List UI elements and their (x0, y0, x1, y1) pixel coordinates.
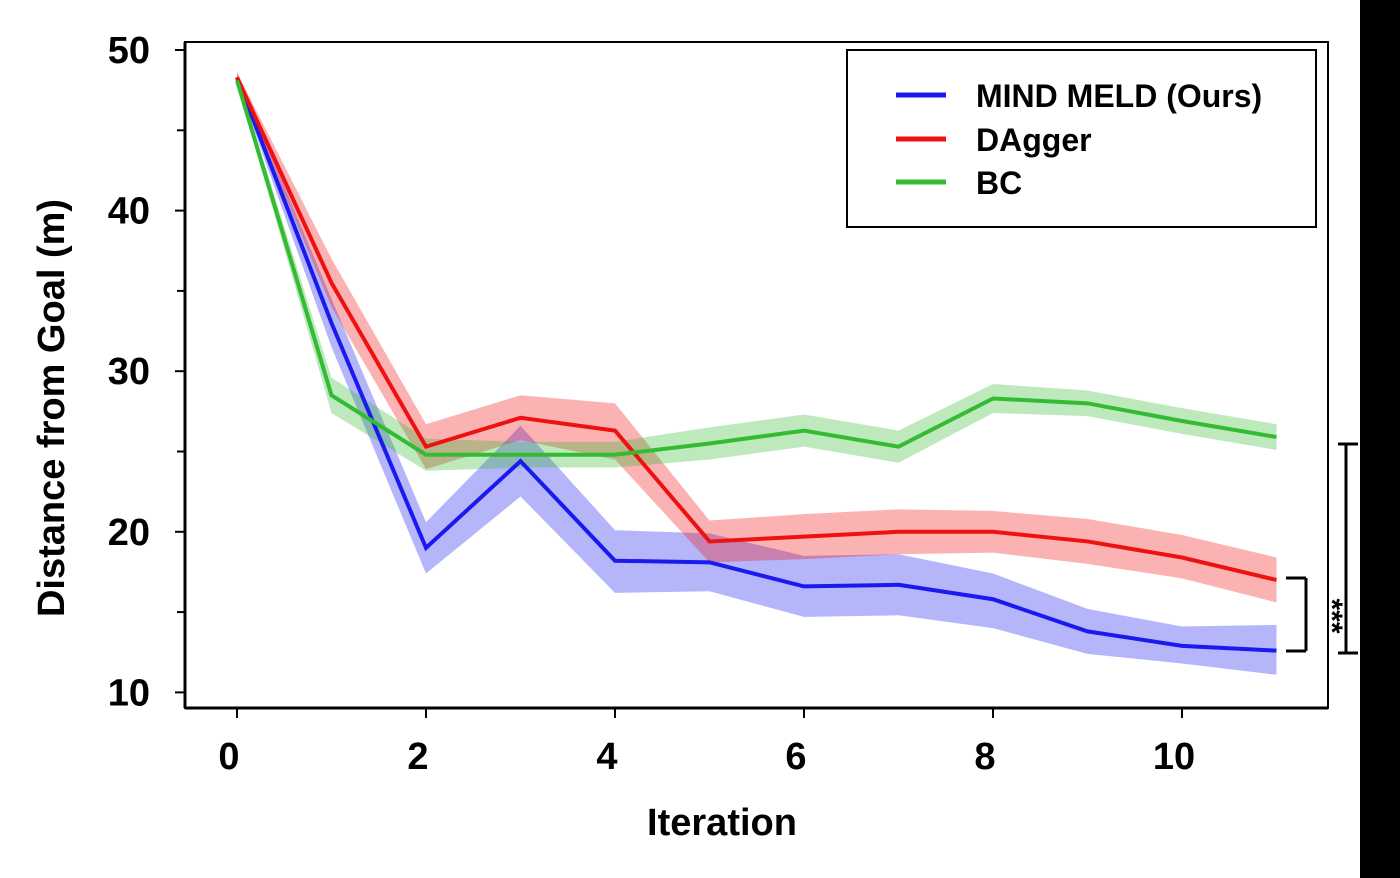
y-axis-title: Distance from Goal (m) (31, 199, 73, 617)
significance-bracket-dagger-vs-mind-meld (1286, 576, 1308, 653)
x-axis-title: Iteration (647, 802, 797, 844)
y-tick-label: 20 (108, 512, 150, 554)
line-mind-meld-ours (235, 76, 1277, 653)
line-dagger (235, 76, 1277, 582)
legend-label-dagger: DAgger (976, 122, 1092, 158)
confidence-bands (237, 72, 1277, 675)
significance-bracket-bc-vs-mind-meld (1338, 442, 1358, 655)
right-edge-panel (1360, 0, 1400, 878)
significance-stars: *** (1315, 598, 1348, 633)
y-tick-label: 40 (108, 191, 150, 233)
x-tick-label: 8 (974, 736, 995, 778)
x-tick-label: 6 (785, 736, 806, 778)
band-dagger (237, 72, 1277, 603)
legend-label-mind-meld: MIND MELD (Ours) (976, 78, 1262, 114)
series-lines (235, 76, 1277, 653)
x-tick-label: 10 (1153, 736, 1195, 778)
x-tick-label: 0 (218, 736, 239, 778)
y-axis-ticks: 10 20 30 40 50 (108, 30, 185, 714)
legend-label-bc: BC (976, 165, 1022, 201)
legend: MIND MELD (Ours) DAgger BC (846, 49, 1317, 228)
y-tick-label: 50 (108, 30, 150, 72)
band-bc (237, 75, 1277, 471)
line-bc (235, 79, 1277, 457)
x-tick-label: 2 (407, 736, 428, 778)
x-tick-label: 4 (596, 736, 617, 778)
y-tick-label: 30 (108, 351, 150, 393)
band-mind-meld-ours (237, 72, 1277, 675)
y-tick-label: 10 (108, 672, 150, 714)
x-axis-ticks: 0 2 4 6 8 10 (218, 708, 1195, 778)
